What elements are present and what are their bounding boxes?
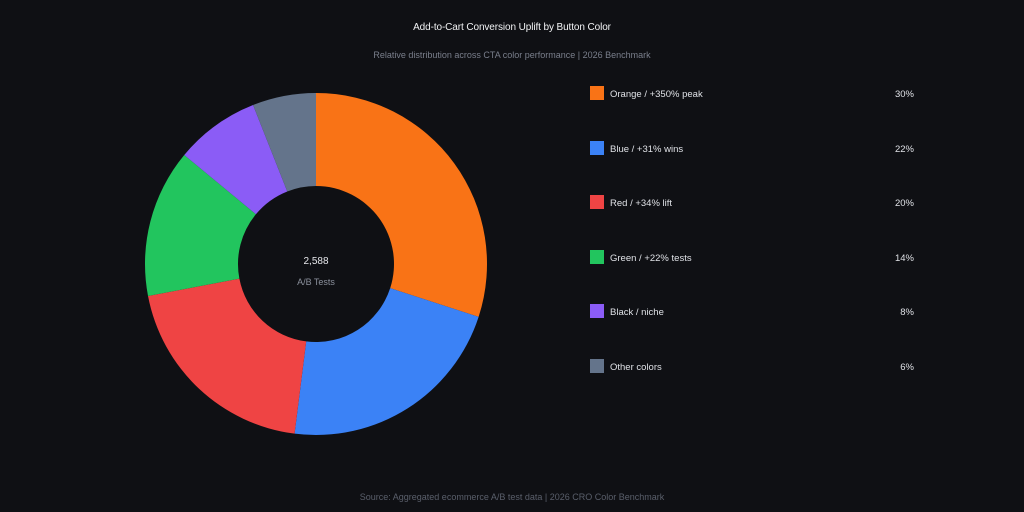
legend-value: 30%: [894, 89, 914, 100]
legend-swatch: [590, 195, 604, 210]
legend-label: Red / +34% lift: [610, 198, 673, 210]
chart-source-note: Source: Aggregated ecommerce A/B test da…: [359, 492, 665, 502]
center-total-value: 2,588: [303, 256, 328, 267]
legend-item[interactable]: Green / +22% tests 14%: [590, 249, 914, 305]
legend-swatch: [590, 140, 604, 155]
legend-item[interactable]: Other colors 6%: [590, 358, 914, 414]
donut-slice-1[interactable]: [316, 93, 488, 317]
legend-label: Blue / +31% wins: [610, 143, 684, 155]
legend-swatch: [590, 304, 604, 319]
donut-slices: [144, 93, 488, 436]
legend-value: 8%: [900, 307, 914, 319]
chart-legend: Orange / +350% peak 30% Blue / +31% wins 22…: [590, 86, 914, 414]
donut-slice-4[interactable]: [144, 155, 256, 297]
legend-label: Orange / +350% peak: [610, 89, 703, 100]
legend-label: Green / +22% tests: [610, 252, 692, 264]
legend-label: Other colors: [610, 361, 662, 373]
legend-value: 14%: [894, 252, 914, 264]
legend-item[interactable]: Orange / +350% peak 30%: [590, 86, 914, 141]
donut-slice-2[interactable]: [294, 288, 479, 436]
chart-title: Add-to-Cart Conversion Uplift by Button …: [413, 22, 611, 33]
legend-value: 6%: [900, 361, 914, 373]
legend-swatch: [590, 86, 604, 100]
chart-subtitle: Relative distribution across CTA color p…: [373, 50, 651, 60]
legend-value: 22%: [894, 143, 914, 155]
legend-item[interactable]: Blue / +31% wins 22%: [590, 140, 914, 196]
legend-item[interactable]: Black / niche 8%: [590, 304, 914, 359]
legend-swatch: [590, 358, 604, 373]
legend-label: Black / niche: [610, 307, 664, 319]
legend-item[interactable]: Red / +34% lift 20%: [590, 195, 914, 250]
donut-slice-5[interactable]: [184, 105, 288, 215]
legend-swatch: [590, 249, 604, 264]
donut-slice-3[interactable]: [148, 278, 307, 434]
donut-slice-6[interactable]: [253, 93, 316, 192]
legend-value: 20%: [894, 198, 914, 210]
center-total-label: A/B Tests: [297, 277, 335, 287]
